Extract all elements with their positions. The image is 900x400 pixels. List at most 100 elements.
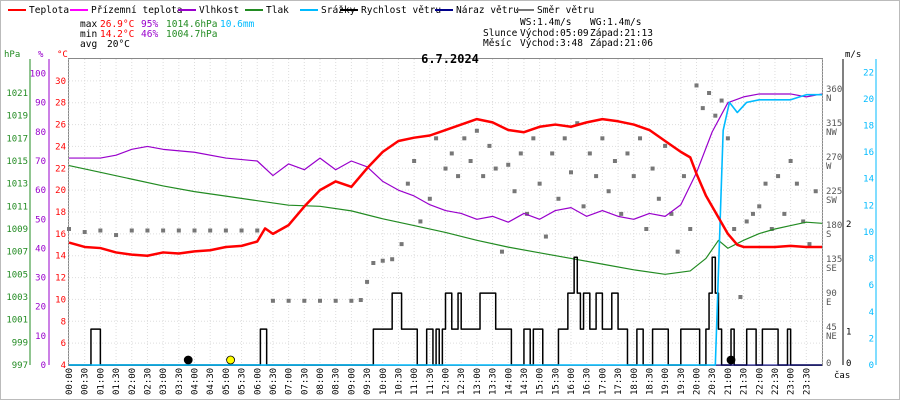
info-moonrise: Východ:3:48	[520, 38, 583, 49]
wind-direction-point	[663, 143, 668, 148]
time-tick-label: 14:30	[520, 368, 530, 395]
pct-tick-label: 60	[35, 186, 46, 196]
wind-direction-point	[468, 159, 473, 163]
pct-tick-label: 80	[35, 128, 46, 138]
time-tick-label: 18:00	[630, 368, 640, 395]
time-tick-label: 23:00	[787, 368, 797, 395]
stats-min-press: 1004.7hPa	[166, 29, 217, 40]
wind-direction-point	[619, 211, 624, 216]
wind-direction-point	[612, 159, 617, 163]
time-tick-label: 14:00	[504, 368, 514, 395]
celsius-tick-label: 10	[55, 295, 66, 305]
humidity-line	[69, 93, 823, 223]
direction-tick-value: 180	[826, 221, 842, 231]
hpa-tick-label: 997	[12, 361, 28, 371]
wind-direction-point	[98, 228, 103, 233]
stats-max-press: 1014.6hPa	[166, 19, 217, 30]
time-tick-label: 21:30	[740, 368, 750, 395]
hpa-tick-label: 1005	[6, 270, 28, 280]
wind-direction-point	[390, 257, 395, 262]
time-tick-label: 11:00	[410, 368, 420, 395]
info-wg: WG:1.4m/s	[590, 17, 641, 28]
hpa-tick-label: 1021	[6, 89, 28, 99]
time-tick-label: 06:30	[269, 368, 279, 395]
hpa-tick-label: 1009	[6, 225, 28, 235]
wind-direction-point	[333, 298, 338, 303]
wind-direction-point	[161, 228, 166, 233]
wind-direction-point	[399, 242, 404, 247]
time-tick-label: 08:00	[316, 368, 326, 395]
moonset-marker	[726, 355, 736, 365]
wind-direction-point	[255, 228, 260, 233]
time-tick-label: 03:30	[175, 368, 185, 395]
wind-direction-point	[606, 189, 611, 194]
pressure-line	[68, 164, 823, 275]
time-tick-label: 15:00	[536, 368, 546, 395]
wind-direction-point	[750, 211, 755, 216]
wind-direction-point	[794, 181, 799, 186]
stats-min-temp: 14.2°C	[100, 29, 134, 40]
time-tick-label: 08:30	[332, 368, 342, 395]
stats-avg-label: avg	[80, 39, 97, 50]
rain-tick-label: 0	[846, 359, 851, 369]
wind-direction-point	[427, 196, 432, 201]
wind-direction-point	[713, 113, 718, 118]
wind-direction-point	[129, 228, 134, 233]
wind-direction-point	[145, 228, 150, 233]
wind-direction-point	[556, 196, 561, 201]
ms-tick-label: 6	[869, 281, 874, 291]
hpa-tick-label: 1019	[6, 112, 28, 122]
wind-direction-point	[587, 151, 592, 156]
direction-tick-name: E	[826, 298, 831, 308]
chart-title: 6.7.2024	[421, 52, 479, 66]
wind-direction-point	[776, 174, 781, 179]
rain-tick-label: 2	[846, 220, 851, 230]
time-tick-label: 00:00	[65, 368, 75, 395]
direction-tick-name: N	[826, 94, 831, 104]
wind-direction-point	[286, 298, 291, 303]
wind-direction-point	[631, 174, 636, 179]
time-tick-label: 11:30	[426, 368, 436, 395]
moonrise-marker	[183, 355, 193, 365]
wind-direction-point	[694, 83, 699, 88]
time-tick-label: 10:00	[379, 368, 389, 395]
wind-direction-point	[763, 181, 768, 186]
time-tick-label: 10:30	[394, 368, 404, 395]
direction-tick-value: 225	[826, 187, 842, 197]
wind-direction-point	[512, 189, 517, 194]
stats-max-rain: 10.6mm	[220, 19, 255, 30]
wind-direction-point	[738, 295, 743, 299]
wind-direction-point	[719, 98, 724, 103]
axis-unit-pct: %	[38, 50, 44, 60]
wind-direction-point	[600, 136, 605, 141]
legend-label-press: Tlak	[266, 5, 289, 16]
wind-direction-point	[700, 106, 705, 111]
stats-min-label: min	[80, 29, 97, 40]
wind-direction-point	[270, 298, 275, 303]
wind-direction-point	[625, 151, 630, 156]
legend-label-gust: Náraz větru	[456, 5, 519, 16]
stats-block: max 26.9°C 95% 1014.6hPa 10.6mm min 14.2…	[80, 19, 255, 50]
ms-tick-label: 8	[869, 255, 874, 265]
time-tick-label: 05:30	[238, 368, 248, 395]
time-tick-label: 22:00	[755, 368, 765, 395]
wind-direction-point	[543, 234, 548, 239]
time-tick-label: 12:30	[457, 368, 467, 395]
wind-direction-point	[688, 227, 693, 231]
info-moon-label: Měsíc	[483, 38, 512, 49]
wind-direction-point	[192, 228, 197, 233]
celsius-tick-label: 18	[55, 208, 66, 218]
celsius-tick-label: 30	[55, 77, 66, 87]
wind-direction-point	[380, 258, 385, 263]
axis-rain: 0 1 2	[846, 220, 851, 369]
stats-min-hum: 46%	[141, 29, 158, 40]
ms-tick-label: 22	[863, 68, 874, 78]
celsius-tick-label: 26	[55, 121, 66, 131]
time-tick-label: 02:30	[143, 368, 153, 395]
time-tick-label: 01:30	[112, 368, 122, 395]
legend-label-hum: Vlhkost	[199, 5, 239, 16]
wind-direction-point	[562, 136, 567, 141]
time-tick-label: 15:30	[551, 368, 561, 395]
wind-direction-point	[569, 170, 573, 175]
